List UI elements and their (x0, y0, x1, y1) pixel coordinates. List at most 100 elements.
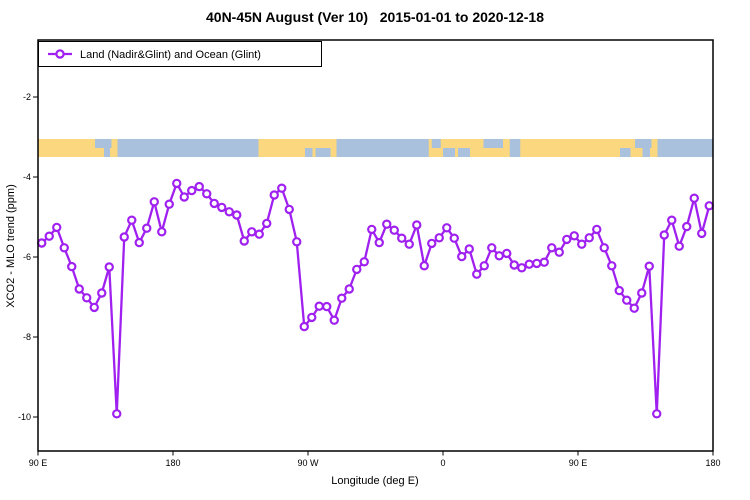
y-tick-label: -4 (23, 172, 31, 182)
data-point (412, 220, 422, 230)
data-point (202, 189, 212, 199)
data-point (119, 232, 129, 242)
chart-title: 40N-45N August (Ver 10) 2015-01-01 to 20… (206, 9, 544, 25)
x-tick-label: 90 W (297, 458, 319, 468)
y-axis: -2 -4 -6 -8 -10 (18, 92, 38, 422)
data-point (262, 218, 272, 229)
data-point (689, 193, 699, 203)
data-point (667, 215, 677, 225)
data-point (352, 264, 362, 275)
data-point (419, 261, 429, 271)
data-point (307, 312, 317, 323)
data-point (577, 239, 587, 249)
data-point (97, 288, 107, 298)
data-point (52, 222, 62, 233)
data-point (539, 257, 549, 267)
data-point (442, 223, 452, 233)
data-point (157, 227, 167, 237)
y-tick-label: -6 (23, 252, 31, 262)
data-point (299, 321, 309, 332)
data-point (509, 260, 519, 270)
legend-box (38, 41, 322, 67)
data-point (434, 233, 444, 243)
data-point (194, 181, 204, 192)
data-point (389, 225, 399, 235)
data-point (704, 201, 714, 211)
data-point (554, 247, 564, 257)
data-point (592, 224, 602, 235)
data-point (682, 221, 692, 232)
data-point (337, 293, 347, 303)
data-point (397, 233, 407, 243)
band-ocean-segment (443, 148, 455, 157)
data-point (82, 293, 92, 303)
data-point (629, 303, 639, 313)
data-point (232, 210, 242, 220)
data-point (569, 231, 579, 241)
data-point (239, 236, 249, 246)
data-point (652, 409, 662, 419)
data-point (179, 192, 189, 202)
data-point (329, 315, 339, 325)
legend: Land (Nadir&Glint) and Ocean (Glint) (38, 41, 322, 67)
data-point (457, 251, 467, 262)
x-axis-title: Longitude (deg E) (331, 475, 418, 487)
data-point (494, 251, 504, 261)
band-land-segment (650, 148, 658, 157)
data-point (134, 237, 144, 248)
y-tick-label: -8 (23, 332, 31, 342)
data-point (367, 224, 377, 235)
data-point (359, 257, 369, 267)
y-axis-title: XCO2 - MLO trend (ppm) (5, 184, 17, 307)
data-point (284, 204, 294, 215)
data-point (487, 243, 497, 253)
x-tick-label: 90 E (29, 458, 48, 468)
data-point (67, 261, 77, 272)
band-land-segment (651, 139, 658, 148)
data-point (562, 234, 572, 245)
band-ocean-segment (431, 139, 441, 148)
data-point (187, 185, 197, 196)
x-tick-label: 180 (705, 458, 720, 468)
data-line (40, 182, 711, 415)
data-point (374, 237, 384, 248)
band-ocean-segment (620, 148, 631, 157)
data-point (172, 178, 182, 189)
band-ocean-segment (509, 139, 521, 157)
band-land-segment (111, 139, 118, 148)
data-point (517, 263, 527, 273)
data-point (112, 409, 122, 419)
band-ocean-segment (458, 148, 470, 157)
land-ocean-map-band (38, 139, 713, 157)
x-axis: 90 E 180 90 W 0 90 E 180 (29, 451, 721, 468)
data-point (164, 199, 174, 209)
data-point (404, 239, 414, 249)
data-series (37, 178, 714, 419)
y-tick-label: -2 (23, 92, 31, 102)
legend-marker-icon (55, 49, 65, 59)
y-tick-label: -10 (18, 412, 31, 422)
band-land-segment (38, 139, 95, 157)
data-point (344, 284, 354, 294)
band-land-segment (95, 148, 104, 157)
data-point (607, 261, 617, 271)
data-point (217, 202, 227, 213)
data-point (247, 227, 257, 237)
data-point (292, 237, 302, 247)
data-point (277, 183, 287, 193)
data-point (322, 301, 332, 312)
data-point (644, 261, 654, 271)
data-point (599, 243, 609, 253)
band-ocean-segment (483, 139, 503, 148)
x-tick-label: 90 E (569, 458, 588, 468)
data-point (37, 238, 47, 248)
data-point (472, 269, 482, 279)
data-point (59, 243, 69, 253)
data-point (254, 229, 264, 239)
data-point (209, 198, 219, 209)
data-point (502, 248, 512, 259)
data-point (224, 207, 234, 217)
band-ocean-segment (315, 148, 331, 157)
